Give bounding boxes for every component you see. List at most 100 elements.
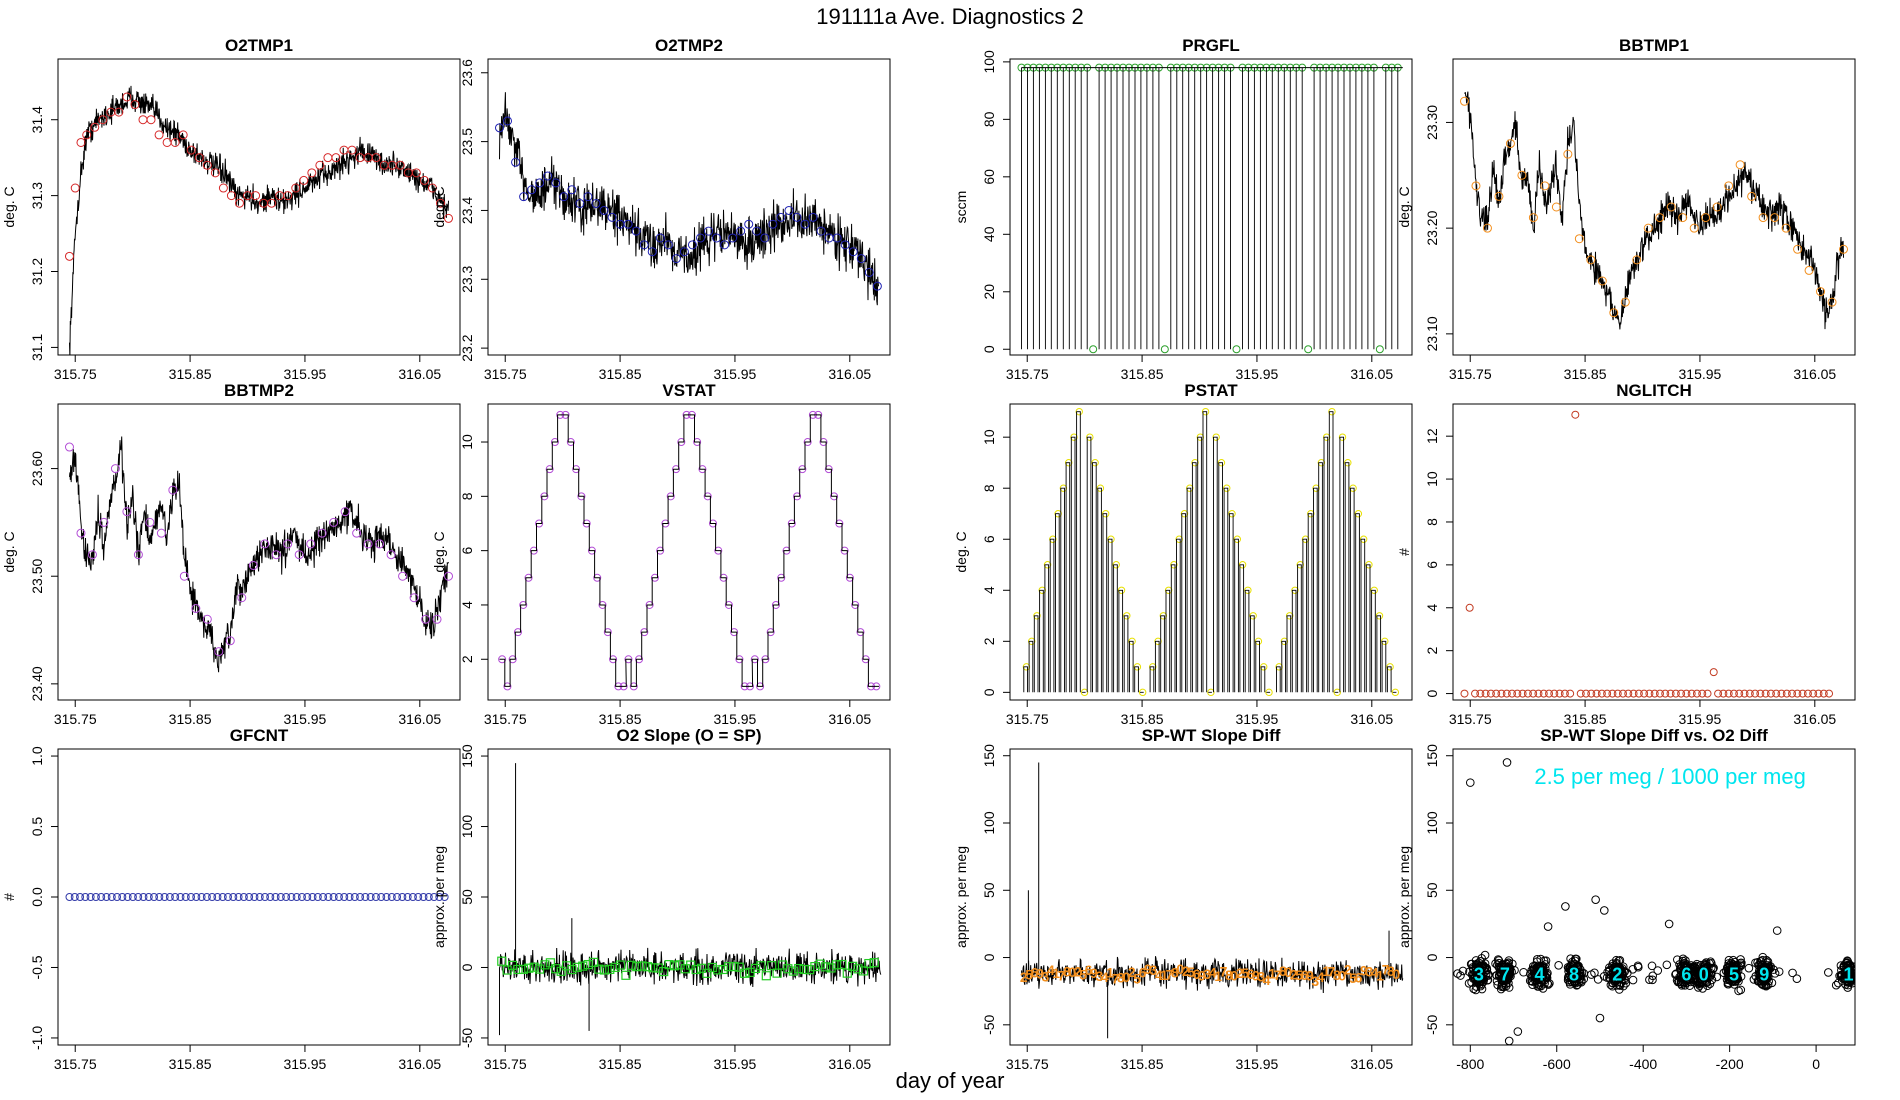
cluster-label: 3 [1474,965,1484,985]
data-point [712,233,722,243]
data-point [1054,510,1062,518]
data-point [1844,964,1854,973]
data-label: 9 [1306,967,1314,983]
data-point [1693,977,1703,987]
data-point [609,655,618,664]
data-label: 4 [1101,969,1109,985]
panel-nglitch: NGLITCH #315.75 315.85 315.95 316.05 0 2 4 6 8 10 1… [1396,381,1856,727]
y-tick-label: 6 [981,535,997,543]
x-tick-label: 315.85 [169,366,212,382]
data-point [339,145,349,155]
data-label: 8 [1225,967,1233,983]
figure-title: 191111a Ave. Diagnostics 2 [816,4,1084,29]
panel-frame [57,403,461,701]
data-point [1049,535,1057,543]
data-point [76,893,85,901]
data-point [831,960,842,970]
data-point [583,192,593,202]
data-point [1528,213,1538,223]
data-trace [69,436,449,673]
cluster-label: 8 [1569,965,1579,985]
data-point [251,191,261,201]
x-tick-label: 315.75 [484,1056,527,1072]
data-point [271,550,281,560]
data-point [1574,977,1584,987]
y-tick-label: 23.50 [29,558,45,593]
data-point [502,965,512,975]
data-step-trace [499,414,879,687]
data-point [1793,244,1803,254]
data-point [1513,1027,1523,1036]
data-point [1285,612,1294,620]
data-point [113,893,122,901]
data-point [435,893,444,901]
data-point [202,614,212,624]
data-point [122,507,132,517]
data-point [1307,510,1315,518]
data-point [1595,1013,1605,1023]
data-point [1650,689,1659,698]
data-label: 6 [1085,962,1093,978]
data-point [567,185,577,195]
data-point [1472,960,1481,970]
data-label: 2 [1182,963,1190,979]
data-point [728,233,738,243]
data-point [837,959,847,970]
data-point [123,893,132,901]
data-point [864,958,874,969]
data-point [1615,967,1625,976]
data-point [213,893,222,901]
panel-gfcnt: GFCNT #315.75 315.85 315.95 316.05 -1.0 -0.5 0.… [1,726,461,1072]
y-tick-label: 23.2 [459,334,475,361]
x-tick-label: 315.75 [54,366,97,382]
data-point [1479,977,1488,987]
data-point [1504,962,1514,971]
data-point [1494,191,1504,201]
data-point [65,893,74,901]
data-point [1296,561,1304,569]
data-point [761,971,771,981]
data-point [1561,902,1570,911]
data-point [371,153,381,163]
data-point [356,893,365,901]
data-point [411,168,421,178]
data-point [610,962,620,972]
data-point [869,958,879,968]
data-point [1735,160,1745,170]
data-point [1467,959,1477,969]
data-point [535,519,544,528]
data-point [851,600,860,609]
data-point [1471,985,1481,995]
panel-title: BBTMP1 [1619,36,1689,55]
data-point [1223,484,1231,492]
data-point [1566,965,1575,975]
data-point [1634,689,1643,698]
data-point [1117,586,1126,594]
data-point [347,145,357,155]
data-point [639,240,649,250]
data-label: 9 [1090,965,1098,981]
data-point [1175,535,1183,543]
plot-area [494,92,882,306]
panel-o2tmp1: O2TMP1 deg. C 315.75 315.85 315.95 316.05 31.1… [1,36,461,382]
data-point [144,893,153,901]
data-point [845,573,854,582]
data-point [508,655,517,664]
plot-area [64,85,454,355]
data-point [1186,484,1194,492]
data-point [1089,345,1098,354]
data-trace [499,947,882,988]
x-tick-label: 315.95 [714,711,757,727]
data-point [110,464,120,474]
y-tick-label: 50 [981,882,997,898]
data-point [90,122,100,132]
data-point [192,893,201,901]
y-axis-label: approx. per meg [953,846,969,948]
x-tick-label: 315.95 [284,366,327,382]
data-point [816,226,826,236]
data-point [744,219,754,229]
data-point [1619,981,1628,991]
data-point [647,247,657,257]
y-tick-label: 2 [459,655,475,663]
